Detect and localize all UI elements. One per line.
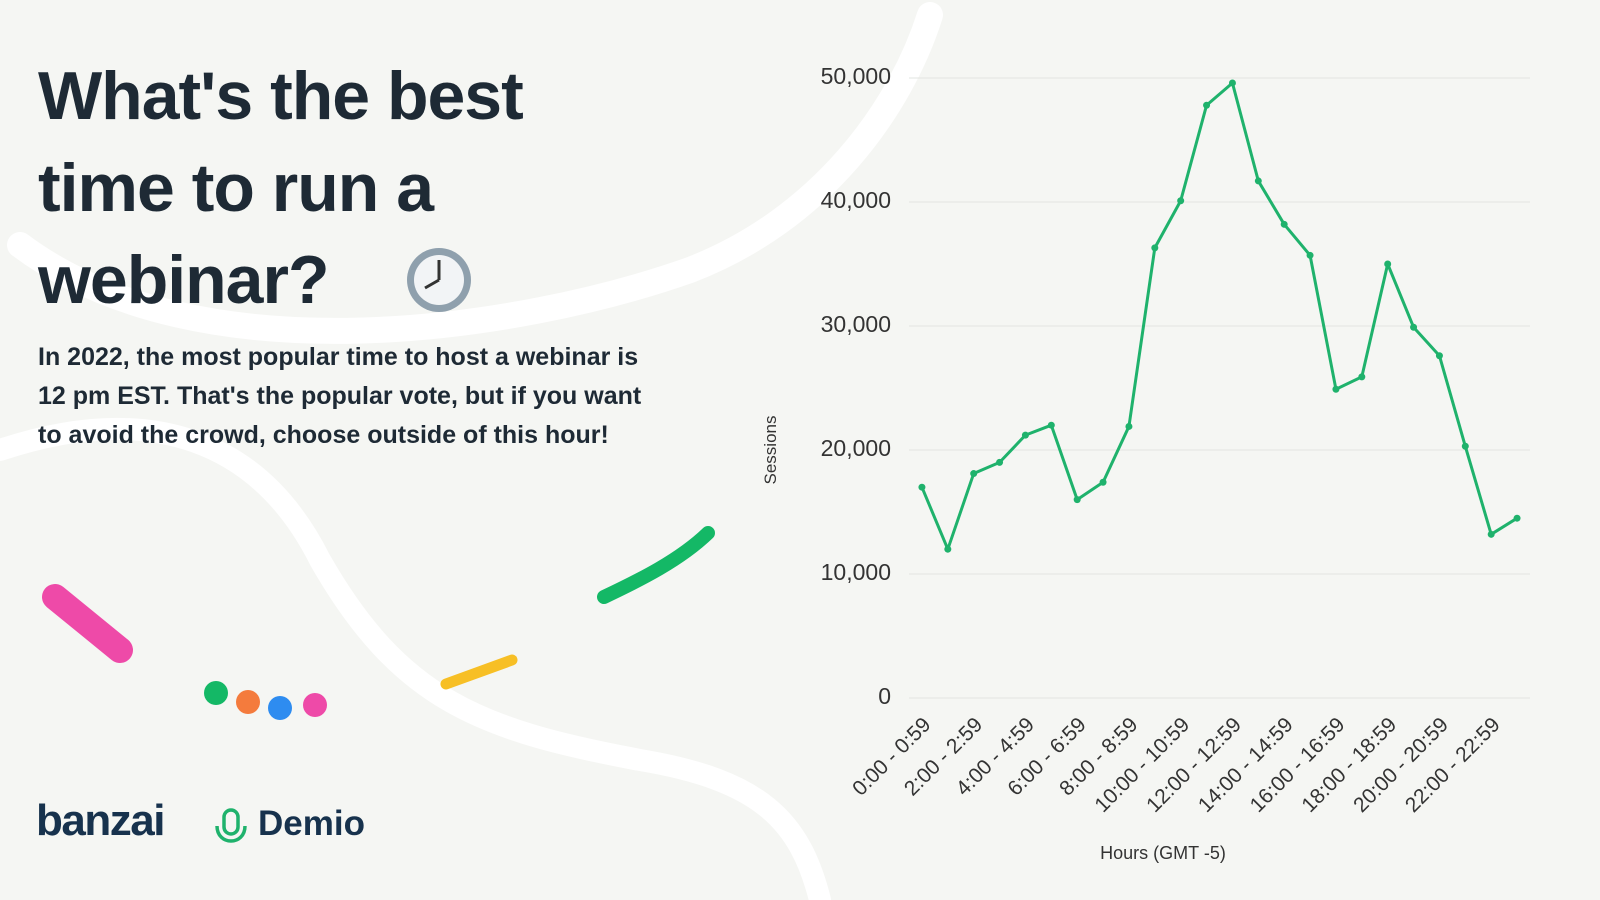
subtitle: In 2022, the most popular time to host a…	[38, 338, 641, 455]
clock-icon	[407, 248, 471, 312]
y-tick-label: 30,000	[821, 311, 891, 337]
data-point	[970, 470, 978, 478]
data-point	[1073, 496, 1081, 504]
y-tick-label: 50,000	[821, 63, 891, 89]
y-tick-label: 10,000	[821, 559, 891, 585]
logo-banzai: banzai	[36, 796, 165, 845]
data-point	[1332, 385, 1340, 393]
y-tick-label: 0	[878, 683, 891, 709]
data-point	[1099, 478, 1107, 486]
y-tick-label: 20,000	[821, 435, 891, 461]
data-point	[1151, 244, 1159, 252]
data-point	[1125, 422, 1133, 430]
data-point	[1513, 514, 1521, 522]
data-point	[996, 458, 1004, 466]
data-point	[1384, 260, 1392, 268]
headline-line: webinar?	[38, 242, 329, 318]
logo-demio: Demio	[258, 804, 365, 843]
data-point	[1280, 220, 1288, 228]
data-point	[1358, 373, 1366, 381]
subtitle-line: to avoid the crowd, choose outside of th…	[38, 421, 609, 449]
subtitle-line: In 2022, the most popular time to host a…	[38, 343, 639, 371]
y-axis-title: Sessions	[761, 416, 780, 485]
demio-icon	[215, 808, 247, 843]
data-point	[1021, 431, 1029, 439]
data-point	[944, 545, 952, 553]
headline-line: time to run a	[38, 150, 434, 226]
data-point	[918, 483, 926, 491]
data-point	[1203, 101, 1211, 109]
x-axis-title: Hours (GMT -5)	[1100, 843, 1226, 863]
data-point	[1306, 251, 1314, 259]
data-point	[1487, 530, 1495, 538]
subtitle-line: 12 pm EST. That's the popular vote, but …	[38, 382, 642, 410]
data-point	[1254, 177, 1262, 185]
data-point	[1047, 421, 1055, 429]
data-point	[1410, 323, 1418, 331]
data-point	[1435, 352, 1443, 360]
headline: What's the best time to run a webinar?	[38, 50, 524, 326]
data-line	[920, 81, 1518, 551]
data-point	[1177, 197, 1185, 205]
headline-line: What's the best	[38, 58, 524, 134]
decoration	[0, 2, 943, 900]
data-point	[1228, 79, 1236, 87]
data-point	[1461, 442, 1469, 450]
y-tick-label: 40,000	[821, 187, 891, 213]
